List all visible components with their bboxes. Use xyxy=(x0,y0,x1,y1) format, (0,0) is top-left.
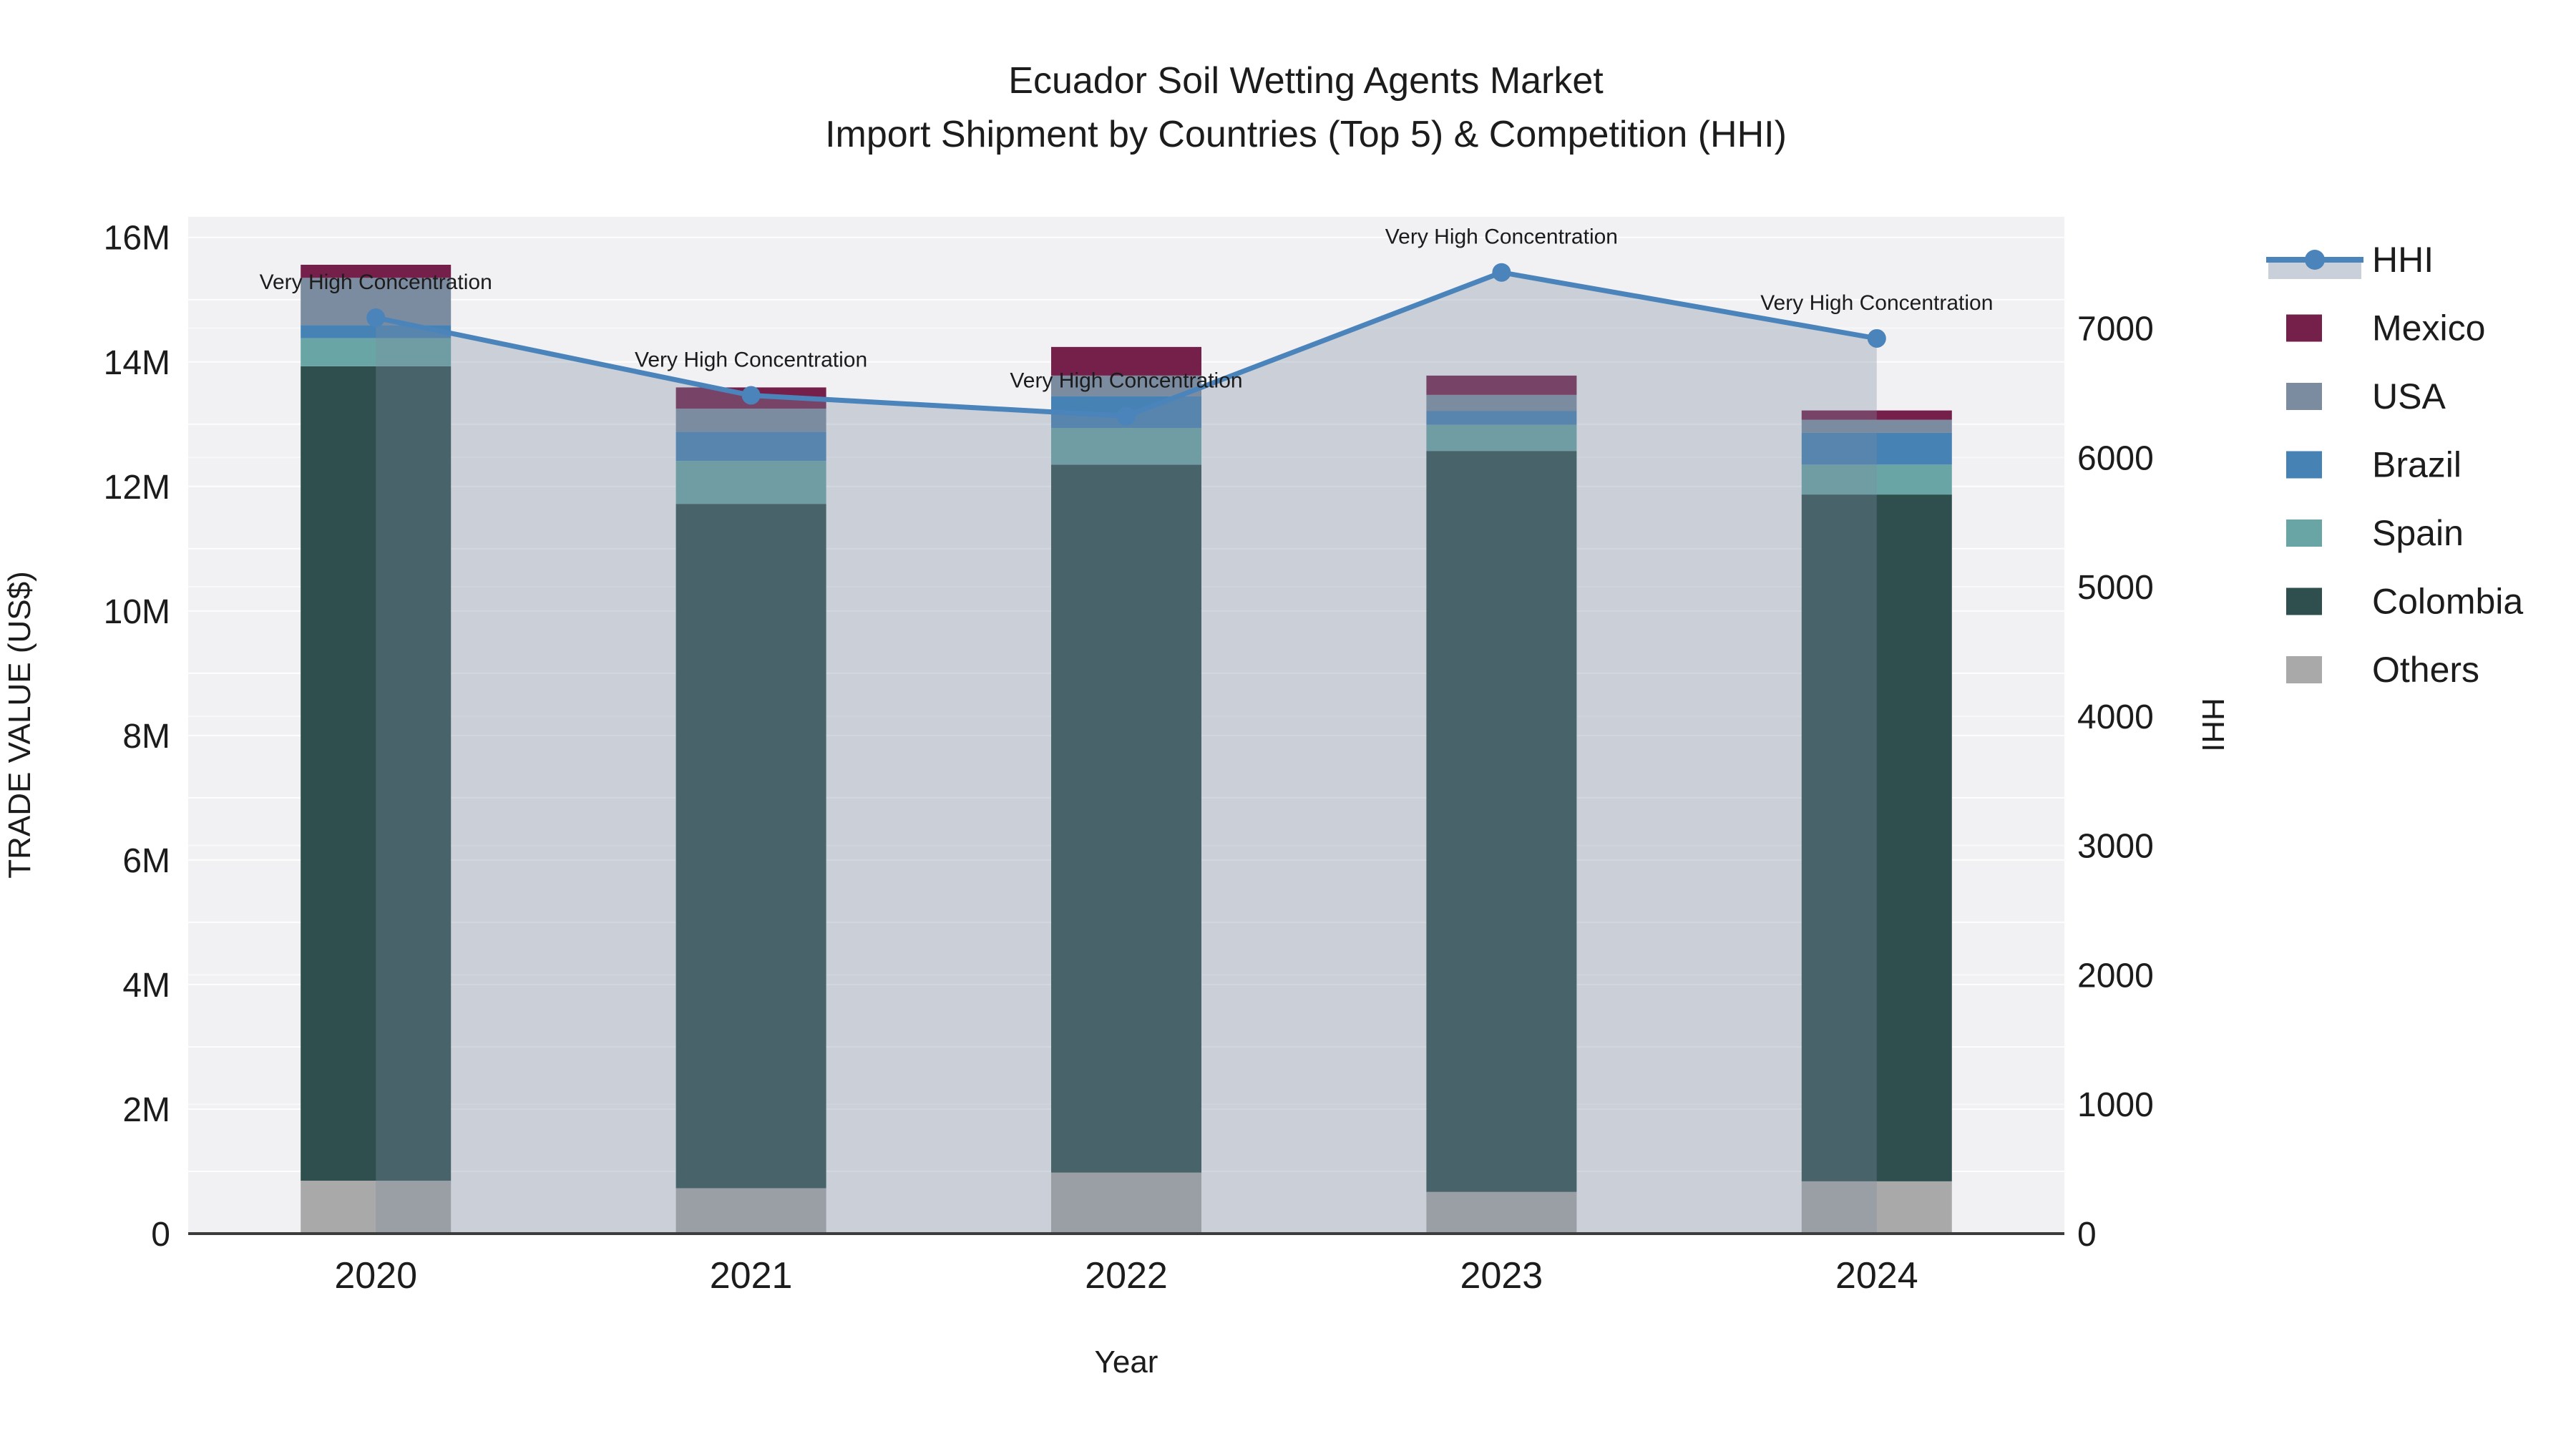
x-axis-title: Year xyxy=(1095,1345,1158,1380)
x-tick-label-2023: 2023 xyxy=(1460,1255,1543,1297)
bar-segment-others-2023[interactable] xyxy=(1426,1191,1577,1234)
y-left-tick-label: 10M xyxy=(104,593,170,631)
stacked-bars-layer xyxy=(301,265,1952,1234)
bar-segment-brazil-2023[interactable] xyxy=(1426,411,1577,425)
y-right-tick-label: 5000 xyxy=(2077,569,2154,607)
y-left-tick-label: 16M xyxy=(104,220,170,258)
hhi-area-fill xyxy=(376,272,1877,1234)
legend-hhi-marker-swatch xyxy=(2305,250,2325,270)
legend-label-colombia: Colombia xyxy=(2372,582,2523,622)
y-left-tick-label: 14M xyxy=(104,344,170,382)
hhi-area-layer xyxy=(376,272,1877,1234)
legend-item-mexico[interactable]: Mexico xyxy=(2286,308,2485,348)
legend-swatch-brazil xyxy=(2286,451,2322,479)
annotations-layer: Very High Concentration Very High Concent… xyxy=(260,225,1994,393)
legend-swatch-others xyxy=(2286,656,2322,683)
y-right-tick-label: 4000 xyxy=(2077,698,2154,736)
bar-segment-spain-2022[interactable] xyxy=(1051,427,1201,465)
legend-item-colombia[interactable]: Colombia xyxy=(2286,582,2523,622)
bar-segment-mexico-2024[interactable] xyxy=(1801,410,1952,420)
hhi-marker-2024[interactable] xyxy=(1867,328,1886,348)
hhi-marker-2020[interactable] xyxy=(366,308,386,328)
y-right-tick-label: 6000 xyxy=(2077,439,2154,477)
legend-swatch-colombia xyxy=(2286,587,2322,615)
y-right-tick-label: 0 xyxy=(2077,1216,2097,1254)
legend-item-hhi[interactable]: HHI xyxy=(2266,240,2434,280)
bar-segment-colombia-2022[interactable] xyxy=(1051,464,1201,1173)
legend-item-others[interactable]: Others xyxy=(2286,650,2479,690)
legend-swatch-usa xyxy=(2286,383,2322,410)
bar-segment-mexico-2020[interactable] xyxy=(301,265,452,278)
annotation-2024: Very High Concentration xyxy=(1760,291,1993,315)
x-tick-label-2024: 2024 xyxy=(1835,1255,1918,1297)
annotation-2023: Very High Concentration xyxy=(1385,225,1618,249)
y-left-tick-label: 4M xyxy=(122,967,170,1005)
bar-segment-colombia-2020[interactable] xyxy=(301,366,452,1181)
annotation-2021: Very High Concentration xyxy=(635,348,867,371)
hhi-marker-2021[interactable] xyxy=(741,386,761,405)
axes-layer: 0 2M 4M 6M 8M 10M 12M 14M 16M 0 1000 2000 3000 4000 50… xyxy=(104,220,2154,1297)
bar-segment-usa-2021[interactable] xyxy=(675,409,826,432)
legend-item-usa[interactable]: USA xyxy=(2286,376,2446,416)
y-left-tick-label: 0 xyxy=(151,1216,170,1254)
y-axis-left-title: TRADE VALUE (US$) xyxy=(2,571,37,879)
legend-label-others: Others xyxy=(2372,650,2479,690)
bar-segment-others-2022[interactable] xyxy=(1051,1172,1201,1234)
legend-label-hhi: HHI xyxy=(2372,240,2434,280)
bar-segment-usa-2022[interactable] xyxy=(1051,375,1201,396)
hhi-line-layer xyxy=(366,263,1886,426)
bar-segment-colombia-2024[interactable] xyxy=(1801,494,1952,1181)
y-left-tick-label: 2M xyxy=(122,1091,170,1129)
bar-segment-spain-2023[interactable] xyxy=(1426,424,1577,452)
legend-label-usa: USA xyxy=(2372,376,2446,416)
bar-segment-spain-2024[interactable] xyxy=(1801,464,1952,495)
y-right-tick-label: 3000 xyxy=(2077,828,2154,866)
bar-segment-spain-2020[interactable] xyxy=(301,338,452,366)
legend-label-brazil: Brazil xyxy=(2372,445,2462,485)
bar-segment-colombia-2023[interactable] xyxy=(1426,451,1577,1192)
legend-label-mexico: Mexico xyxy=(2372,308,2485,348)
bar-segment-brazil-2024[interactable] xyxy=(1801,432,1952,465)
x-tick-label-2022: 2022 xyxy=(1085,1255,1168,1297)
bar-segment-others-2021[interactable] xyxy=(675,1188,826,1234)
hhi-marker-2023[interactable] xyxy=(1492,263,1511,282)
bar-segment-mexico-2022[interactable] xyxy=(1051,346,1201,376)
hhi-marker-2022[interactable] xyxy=(1117,406,1136,426)
legend-item-brazil[interactable]: Brazil xyxy=(2286,445,2462,485)
legend-item-spain[interactable]: Spain xyxy=(2286,513,2464,553)
chart-title-line1: Ecuador Soil Wetting Agents Market xyxy=(1008,60,1604,102)
y-right-tick-label: 1000 xyxy=(2077,1086,2154,1124)
y-right-tick-label: 2000 xyxy=(2077,957,2154,995)
y-axis-right-title: HHI xyxy=(2195,698,2230,752)
x-tick-label-2020: 2020 xyxy=(334,1255,417,1297)
chart-title-line2: Import Shipment by Countries (Top 5) & C… xyxy=(825,114,1787,155)
bar-segment-others-2024[interactable] xyxy=(1801,1181,1952,1234)
annotation-2020: Very High Concentration xyxy=(260,270,492,294)
legend-swatch-spain xyxy=(2286,519,2322,547)
bar-segment-brazil-2020[interactable] xyxy=(301,325,452,338)
bar-segment-colombia-2021[interactable] xyxy=(675,504,826,1189)
bar-segment-brazil-2021[interactable] xyxy=(675,431,826,462)
y-right-tick-label: 7000 xyxy=(2077,310,2154,348)
y-left-tick-label: 6M xyxy=(122,842,170,880)
bar-segment-others-2020[interactable] xyxy=(301,1181,452,1234)
annotation-2022: Very High Concentration xyxy=(1010,369,1242,392)
bar-segment-mexico-2023[interactable] xyxy=(1426,375,1577,395)
y-left-tick-label: 8M xyxy=(122,718,170,756)
legend: HHI Mexico USA Brazil Spain Colombia Others xyxy=(2266,240,2523,690)
legend-swatch-mexico xyxy=(2286,314,2322,342)
bar-segment-spain-2021[interactable] xyxy=(675,461,826,504)
x-tick-label-2021: 2021 xyxy=(710,1255,793,1297)
bar-segment-usa-2024[interactable] xyxy=(1801,419,1952,433)
legend-label-spain: Spain xyxy=(2372,513,2464,553)
y-left-tick-label: 12M xyxy=(104,469,170,507)
bar-segment-usa-2023[interactable] xyxy=(1426,394,1577,411)
